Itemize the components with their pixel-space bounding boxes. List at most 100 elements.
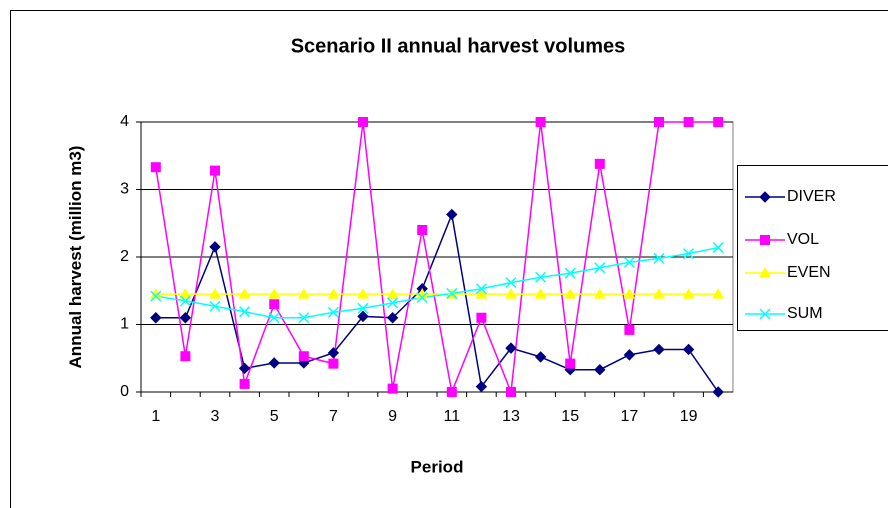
marker bbox=[475, 288, 488, 299]
marker bbox=[239, 306, 251, 318]
marker bbox=[179, 312, 192, 324]
marker bbox=[387, 383, 398, 394]
marker bbox=[624, 324, 635, 335]
legend-label: VOL bbox=[787, 231, 819, 248]
marker bbox=[150, 312, 162, 324]
x-tick-label: 5 bbox=[270, 408, 279, 425]
marker bbox=[268, 357, 280, 369]
marker bbox=[683, 248, 695, 260]
x-tick-label: 3 bbox=[211, 408, 220, 425]
marker bbox=[623, 349, 636, 361]
legend bbox=[737, 165, 888, 331]
marker bbox=[475, 380, 488, 393]
marker bbox=[534, 288, 547, 299]
marker bbox=[150, 290, 162, 302]
marker bbox=[268, 312, 280, 324]
marker bbox=[760, 235, 770, 245]
marker bbox=[712, 288, 725, 299]
y-axis-title: Annual harvest (million m3) bbox=[66, 145, 85, 369]
y-tick-label: 0 bbox=[120, 383, 129, 400]
marker bbox=[446, 287, 458, 299]
legend-label: EVEN bbox=[787, 264, 831, 281]
marker bbox=[476, 312, 487, 323]
marker bbox=[268, 288, 281, 299]
marker bbox=[446, 387, 457, 397]
marker bbox=[327, 288, 340, 299]
marker bbox=[357, 302, 369, 314]
marker bbox=[209, 300, 221, 312]
marker bbox=[416, 291, 428, 304]
series-line bbox=[155, 246, 719, 319]
marker bbox=[328, 358, 339, 369]
marker bbox=[327, 347, 340, 359]
marker bbox=[150, 162, 161, 173]
marker bbox=[682, 343, 695, 356]
marker bbox=[683, 117, 694, 127]
marker bbox=[238, 288, 251, 299]
marker bbox=[386, 312, 399, 324]
marker bbox=[713, 117, 724, 127]
y-tick-label: 1 bbox=[120, 316, 129, 333]
marker bbox=[564, 288, 577, 299]
marker bbox=[269, 299, 280, 310]
marker bbox=[564, 267, 576, 279]
marker bbox=[535, 271, 547, 283]
y-tick-label: 4 bbox=[120, 113, 129, 130]
series-line bbox=[155, 121, 719, 395]
marker bbox=[297, 288, 310, 299]
marker bbox=[759, 308, 771, 320]
marker bbox=[506, 387, 516, 397]
legend-label: DIVER bbox=[787, 188, 836, 205]
marker bbox=[298, 312, 310, 324]
marker bbox=[535, 117, 546, 127]
chart-title: Scenario II annual harvest volumes bbox=[291, 35, 626, 57]
x-tick-label: 1 bbox=[151, 408, 160, 425]
marker bbox=[446, 208, 458, 221]
marker bbox=[358, 117, 368, 127]
marker bbox=[298, 351, 309, 362]
marker bbox=[327, 306, 339, 318]
marker bbox=[505, 288, 517, 299]
marker bbox=[712, 386, 724, 398]
marker bbox=[180, 351, 191, 362]
x-tick-label: 17 bbox=[621, 408, 639, 425]
x-tick-label: 11 bbox=[443, 408, 460, 425]
series-line bbox=[155, 211, 719, 393]
y-tick-label: 3 bbox=[120, 181, 129, 198]
marker bbox=[209, 241, 221, 253]
x-tick-label: 15 bbox=[561, 408, 579, 425]
marker bbox=[417, 225, 428, 235]
marker bbox=[357, 310, 369, 323]
marker bbox=[623, 288, 636, 299]
marker bbox=[534, 351, 547, 363]
marker bbox=[239, 378, 250, 389]
x-axis-title: Period bbox=[411, 457, 464, 476]
marker bbox=[179, 295, 191, 307]
marker bbox=[357, 288, 369, 299]
marker bbox=[759, 266, 771, 278]
marker bbox=[653, 252, 665, 264]
marker bbox=[505, 277, 517, 289]
marker bbox=[712, 242, 724, 254]
marker bbox=[594, 158, 605, 169]
y-tick-label: 2 bbox=[120, 248, 129, 265]
marker bbox=[565, 358, 576, 369]
marker bbox=[682, 288, 695, 299]
marker bbox=[179, 288, 192, 299]
x-tick-label: 19 bbox=[680, 408, 698, 425]
marker bbox=[387, 297, 399, 309]
marker bbox=[654, 117, 664, 127]
marker bbox=[238, 362, 251, 375]
marker bbox=[759, 191, 771, 203]
x-tick-label: 9 bbox=[388, 408, 397, 425]
marker bbox=[475, 283, 487, 295]
marker bbox=[210, 165, 220, 176]
marker bbox=[653, 288, 665, 299]
marker bbox=[209, 288, 221, 299]
marker bbox=[653, 343, 665, 356]
marker bbox=[593, 288, 606, 299]
marker bbox=[623, 256, 635, 268]
x-tick-label: 7 bbox=[329, 408, 338, 425]
